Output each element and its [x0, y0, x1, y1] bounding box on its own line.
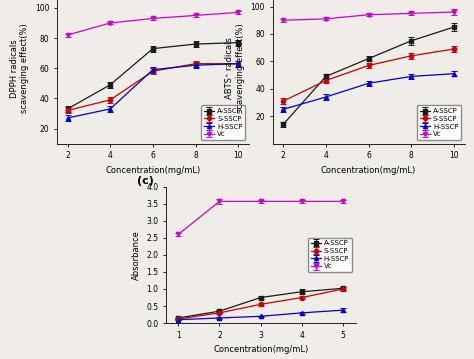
X-axis label: Concentration(mg/mL): Concentration(mg/mL): [213, 345, 308, 354]
Y-axis label: ABTS⁺ radicals
scavenging effect(%): ABTS⁺ radicals scavenging effect(%): [226, 23, 245, 113]
X-axis label: Concentration(mg/mL): Concentration(mg/mL): [321, 166, 416, 175]
X-axis label: Concentration(mg/mL): Concentration(mg/mL): [105, 166, 201, 175]
Y-axis label: Absorbance: Absorbance: [132, 230, 141, 280]
Legend: A-SSCP, S-SSCP, H-SSCP, Vc: A-SSCP, S-SSCP, H-SSCP, Vc: [308, 238, 352, 272]
Legend: A-SSCP, S-SSCP, H-SSCP, Vc: A-SSCP, S-SSCP, H-SSCP, Vc: [201, 105, 246, 140]
Legend: A-SSCP, S-SSCP, H-SSCP, Vc: A-SSCP, S-SSCP, H-SSCP, Vc: [417, 105, 461, 140]
Y-axis label: DPPH radicals
scavenging effect(%): DPPH radicals scavenging effect(%): [10, 23, 29, 113]
Text: (c): (c): [137, 176, 155, 186]
